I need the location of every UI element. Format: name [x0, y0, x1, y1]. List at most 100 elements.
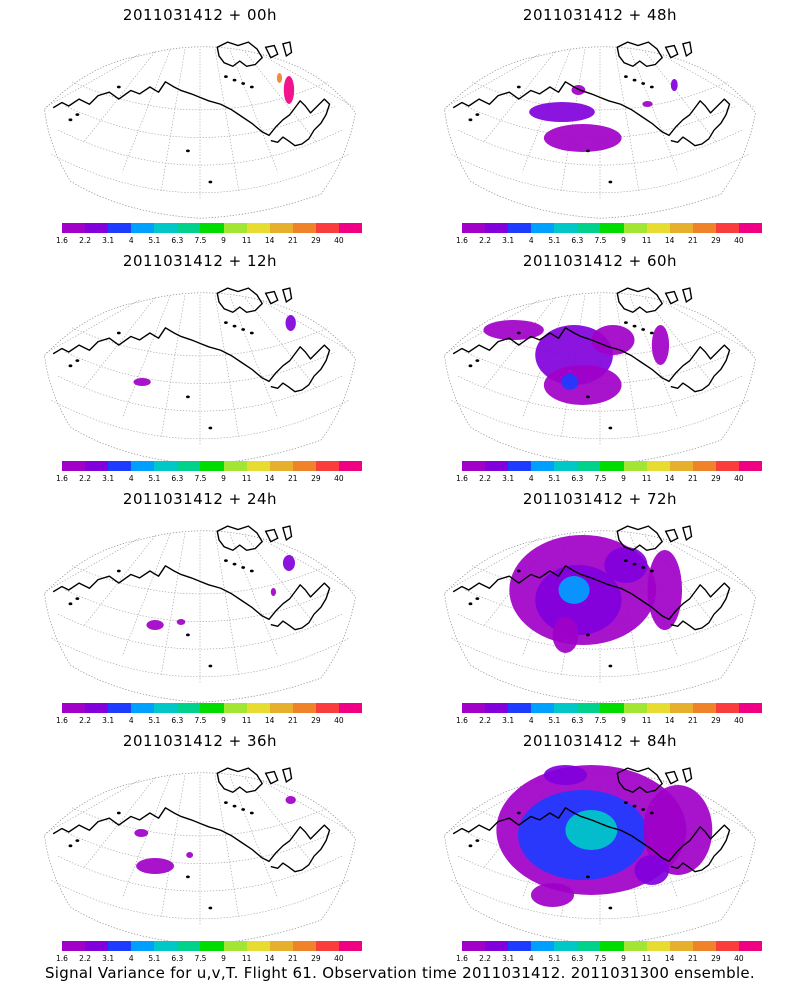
island — [475, 113, 480, 117]
meridian-line — [660, 53, 756, 108]
colorbar-tick-label: 5.1 — [148, 236, 161, 245]
variance-region — [543, 765, 588, 785]
latitude-line — [51, 400, 349, 440]
latitude-line — [51, 638, 349, 678]
colorbar-tick-label: 40 — [734, 954, 744, 963]
colorbar-tick-label: 9 — [621, 474, 626, 483]
island — [241, 566, 246, 569]
colorbar-swatch — [108, 461, 132, 471]
panel-title: 2011031412 + 00h — [122, 6, 278, 24]
colorbar — [62, 461, 363, 471]
colorbar-tick-label: 4 — [528, 954, 534, 963]
colorbar-swatch — [531, 941, 555, 951]
colorbar-tick-label: 40 — [734, 236, 744, 245]
colorbar-tick-label: 6.3 — [571, 236, 584, 245]
colorbar-tick-label: 7.5 — [194, 474, 207, 483]
colorbar-tick-label: 1.6 — [456, 236, 468, 245]
island — [241, 808, 246, 811]
colorbar-tick-label: 6.3 — [171, 954, 184, 963]
variance-region — [283, 76, 295, 104]
colorbar-tick-label: 9 — [221, 236, 226, 245]
island — [232, 324, 237, 328]
colorbar-swatch — [738, 461, 763, 471]
colorbar-swatch — [554, 461, 578, 471]
colorbar-tick-label: 7.5 — [594, 474, 607, 483]
meridian-line — [44, 779, 140, 834]
colorbar-tick-label: 9 — [621, 236, 626, 245]
colorbar-swatch — [246, 941, 270, 951]
colorbar-tick-label: 2.2 — [79, 716, 92, 725]
meridian-line — [444, 537, 540, 592]
colorbar-swatch — [623, 461, 647, 471]
colorbar-swatch — [85, 461, 109, 471]
island — [624, 75, 628, 79]
colorbar-tick-label: 3.1 — [502, 716, 515, 725]
island — [75, 839, 80, 843]
colorbar-swatch — [154, 461, 178, 471]
island — [186, 149, 190, 153]
colorbar-swatch — [669, 703, 693, 713]
meridian-line — [160, 533, 186, 676]
colorbar-tick-label: 4 — [528, 716, 534, 725]
island — [649, 569, 654, 573]
island — [186, 875, 190, 879]
polar-map — [44, 767, 356, 945]
latitude-line — [51, 880, 349, 920]
variance-region — [529, 101, 595, 122]
colorbar-tick-label: 4 — [128, 954, 134, 963]
map-grid — [44, 775, 356, 925]
meridian-line — [260, 53, 356, 108]
meridian-line — [645, 298, 717, 389]
island — [624, 321, 628, 325]
island — [208, 906, 213, 910]
colorbar-swatch — [462, 461, 486, 471]
island — [586, 633, 590, 637]
forecast-panel: 2011031412 + 48h 1.6 2.2 3.1 4 5.1 6.3 7.5 9 11 14… — [400, 0, 800, 246]
variance-region — [604, 547, 648, 583]
island — [68, 844, 73, 848]
colorbar-tick-label: 1.6 — [56, 474, 68, 483]
meridian-line — [614, 295, 640, 438]
colorbar-tick-label: 14 — [264, 716, 275, 725]
meridian-line — [160, 295, 186, 438]
colorbar-swatch — [223, 461, 247, 471]
colorbar-swatch — [177, 703, 201, 713]
colorbar-tick-label: 4 — [128, 236, 134, 245]
colorbar-ticks: 1.6 2.2 3.1 4 5.1 6.3 7.5 9 11 14 21 29 40 — [56, 236, 362, 246]
polar-map — [44, 525, 356, 703]
colorbar — [62, 223, 363, 233]
latitude-line — [451, 638, 749, 678]
colorbar-tick-label: 3.1 — [502, 474, 515, 483]
panel-title: 2011031412 + 48h — [522, 6, 678, 24]
meridian-line — [214, 49, 240, 192]
meridian-line — [629, 50, 679, 172]
variance-region — [133, 378, 151, 386]
colorbar-tick-label: 11 — [241, 954, 252, 963]
map-boundary — [44, 772, 356, 945]
latitude-line — [458, 613, 742, 650]
variance-region — [483, 320, 544, 340]
polar-map — [44, 41, 356, 219]
colorbar-swatch — [715, 941, 739, 951]
island — [475, 597, 480, 601]
island — [624, 559, 628, 563]
colorbar-tick-label: 40 — [734, 474, 744, 483]
colorbar-tick-label: 9 — [221, 954, 226, 963]
colorbar-swatch — [577, 223, 601, 233]
colorbar-tick-label: 11 — [241, 716, 252, 725]
colorbar-tick-label: 29 — [311, 716, 321, 725]
map-boundary — [444, 46, 756, 219]
colorbar-tick-label: 5.1 — [548, 716, 561, 725]
colorbar-swatch — [692, 223, 716, 233]
island — [68, 118, 73, 122]
island — [475, 839, 480, 843]
coastline — [52, 81, 331, 147]
colorbar — [462, 461, 763, 471]
colorbar-swatch — [154, 941, 178, 951]
colorbar-ticks: 1.6 2.2 3.1 4 5.1 6.3 7.5 9 11 14 21 29 40 — [56, 716, 362, 726]
arctic-islands — [616, 41, 693, 68]
forecast-panel: 2011031412 + 00h 1.6 2.2 3.1 4 5.1 6.3 7.5 9 11 14… — [0, 0, 400, 246]
colorbar-tick-label: 21 — [287, 236, 298, 245]
colorbar-tick-label: 9 — [221, 474, 226, 483]
colorbar-swatch — [600, 703, 624, 713]
